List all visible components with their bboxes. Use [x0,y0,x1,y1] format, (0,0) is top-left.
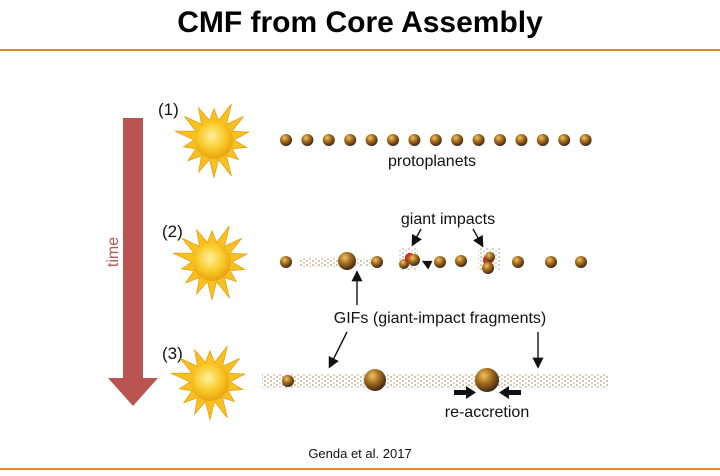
protoplanet-row-3 [262,368,608,392]
footer-divider [0,468,720,470]
stage-label-2: (2) [162,222,183,241]
impact-arrow-right [472,228,484,248]
small-arrow [421,260,433,270]
protoplanet-row-2 [280,248,587,274]
protoplanet [429,134,442,146]
gif-arrow-left [328,331,348,369]
protoplanet [558,134,571,146]
title-divider [0,49,720,51]
protoplanet [515,134,528,146]
re-accretion-label: re-accretion [445,404,529,421]
protoplanet [322,134,335,146]
protoplanet [387,134,399,146]
stage-label-1: (1) [158,100,179,119]
impact-arrow-left [411,228,422,247]
protoplanet [301,134,314,146]
protoplanet-row-1 [280,134,592,146]
slide-title: CMF from Core Assembly [177,6,543,39]
protoplanet [344,134,357,146]
giant-impacts-label: giant impacts [401,211,495,228]
protoplanet [365,134,378,146]
protoplanet [536,134,549,146]
protoplanet [494,134,506,146]
protoplanet [408,134,421,146]
time-arrow [108,118,158,406]
sun-icon [174,103,251,178]
protoplanet [579,134,592,146]
sun-icon [170,345,247,420]
citation: Genda et al. 2017 [308,446,412,461]
sun-icon [172,225,249,300]
re-accretion-arrows [454,386,521,399]
protoplanet [472,134,485,146]
protoplanets-label: protoplanets [388,153,476,170]
protoplanet [451,134,464,146]
gifs-label: GIFs (giant-impact fragments) [334,310,547,327]
stage-label-3: (3) [162,344,183,363]
protoplanet [280,134,292,146]
time-label: time [105,237,122,267]
